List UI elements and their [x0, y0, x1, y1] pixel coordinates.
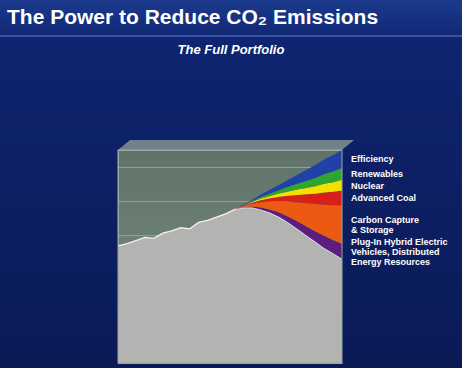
legend-label-line: Plug-In Hybrid Electric: [351, 237, 448, 247]
legend-label-line: & Storage: [351, 225, 394, 235]
wedge-area: [234, 150, 342, 210]
chart-svg: The Power to Reduce CO₂ Emissions The Ful…: [0, 0, 462, 368]
legend-label: Plug-In Hybrid ElectricVehicles, Distrib…: [351, 237, 448, 267]
legend-label-line: Carbon Capture: [351, 215, 419, 225]
legend-label-line: Advanced Coal: [351, 193, 416, 203]
subtitle: The Full Portfolio: [178, 42, 285, 57]
legend-label-line: Renewables: [351, 169, 403, 179]
wedge-area: [234, 168, 342, 210]
chart-container: The Power to Reduce CO₂ Emissions The Ful…: [0, 0, 462, 368]
plot-frame: [118, 150, 342, 363]
plot-background: [118, 150, 342, 363]
legend-label: Renewables: [351, 169, 403, 179]
y-axis: [118, 151, 342, 364]
y-axis-line: [119, 151, 343, 364]
legend-label: Nuclear: [351, 181, 385, 191]
legend-label-line: Vehicles, Distributed: [351, 247, 440, 257]
y-tick: [118, 167, 342, 168]
grid-line: [118, 167, 342, 168]
title-rule: [0, 36, 462, 37]
legend-label: Carbon Capture& Storage: [351, 215, 419, 235]
legend-label: Advanced Coal: [351, 193, 416, 203]
title: The Power to Reduce CO₂ Emissions: [7, 5, 378, 28]
legend-label: Efficiency: [351, 154, 394, 164]
box-top: [118, 140, 354, 150]
legend-label-line: Efficiency: [351, 154, 394, 164]
plot-marks: [118, 150, 342, 363]
wedge-area: [234, 201, 342, 244]
background: [0, 0, 462, 368]
legend: Efficiency Renewables Nuclear Advanced Coal…: [351, 154, 448, 266]
legend-label-line: Nuclear: [351, 181, 385, 191]
legend-label-line: Energy Resources: [351, 257, 430, 267]
